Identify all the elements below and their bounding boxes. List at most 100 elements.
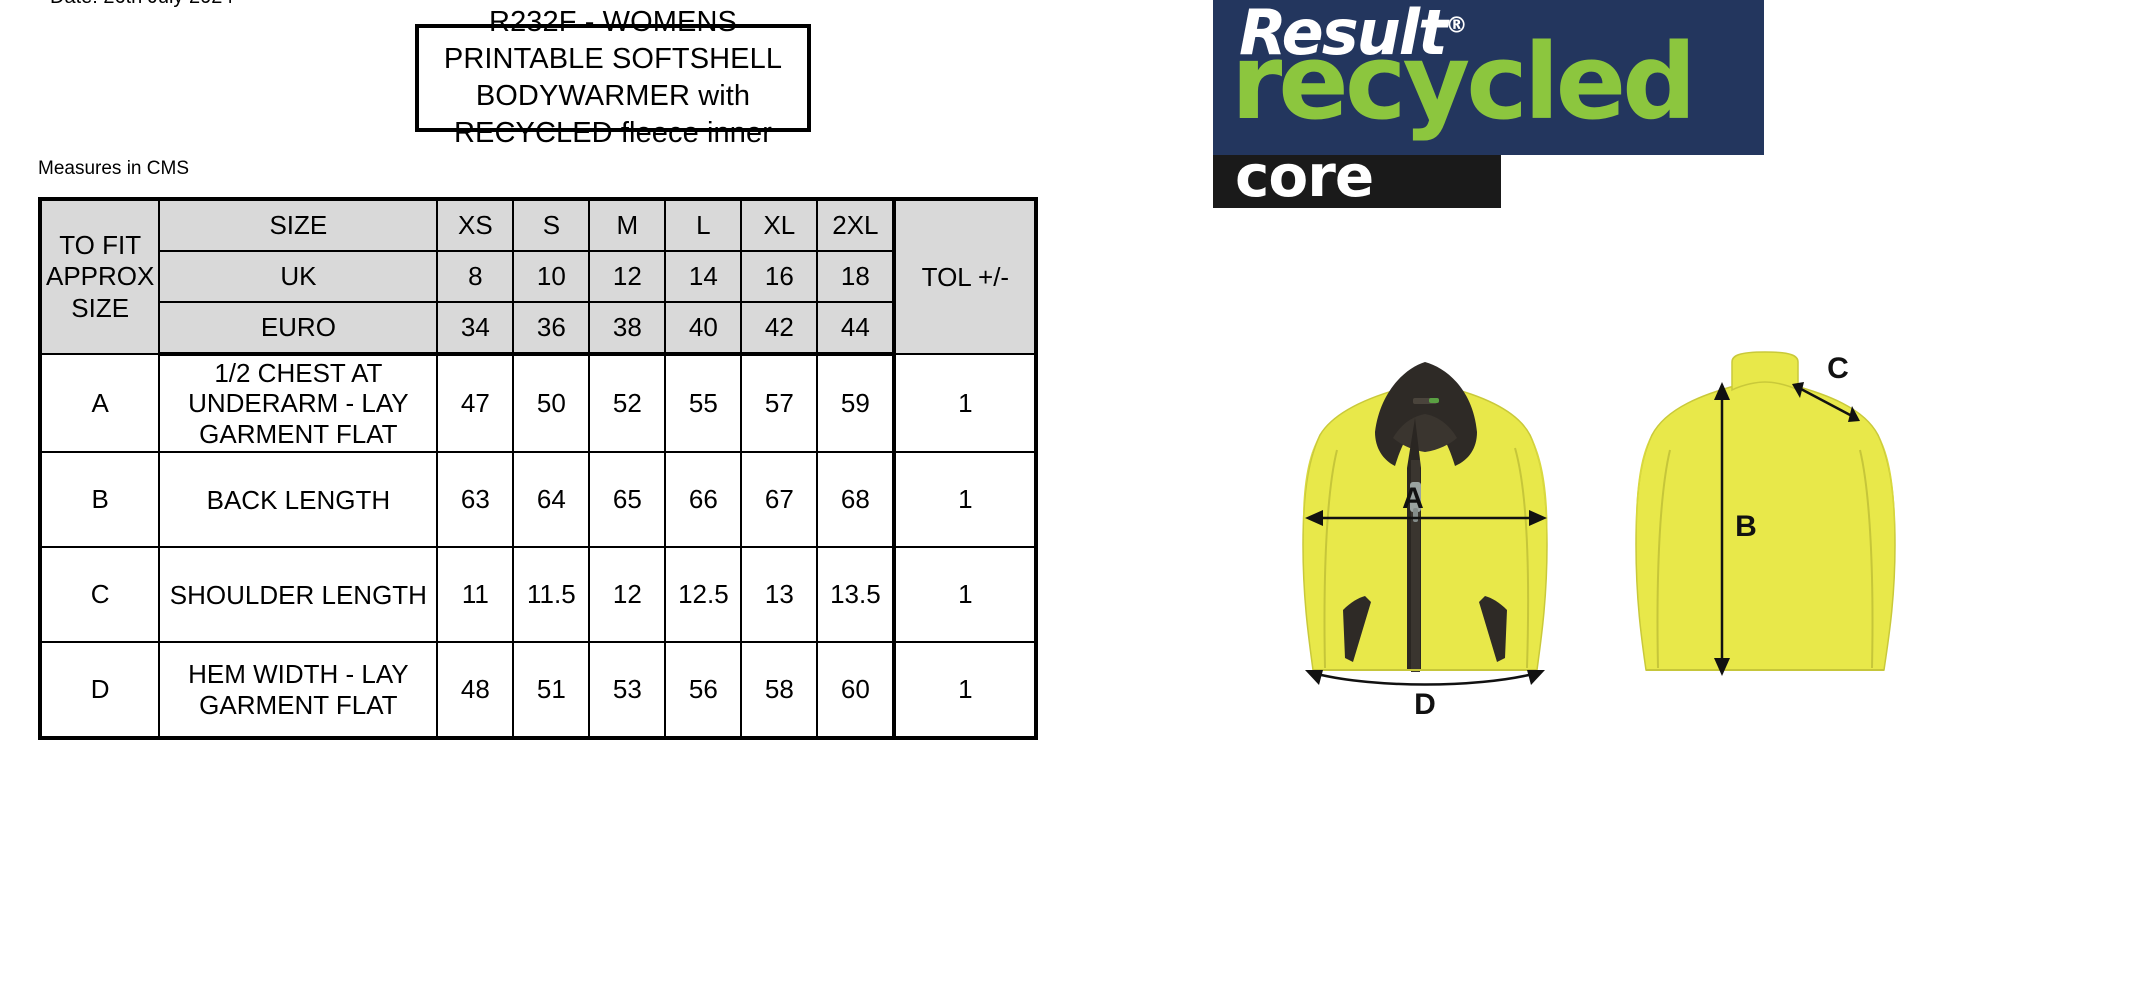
- arrow-head-d-right: [1527, 670, 1545, 685]
- table-header-row-euro: EURO 34 36 38 40 42 44: [40, 301, 1036, 356]
- core-wordmark: core: [1235, 155, 1374, 208]
- front-left-armhole-shade: [1302, 435, 1320, 535]
- table-row: B BACK LENGTH 63 64 65 66 67 68 1: [37, 451, 1039, 549]
- marker-b-label: B: [1735, 510, 1757, 543]
- front-right-pocket: [1479, 596, 1507, 662]
- brand-tab-icon: [1429, 398, 1439, 403]
- table-row: D HEM WIDTH - LAY GARMENT FLAT 48 51 53 …: [37, 641, 1039, 741]
- c-xs: 11: [436, 546, 515, 644]
- c-2xl: 13.5: [816, 546, 896, 644]
- euro-m: 38: [588, 301, 667, 356]
- uk-row-label: UK: [158, 250, 439, 303]
- size-l: L: [664, 197, 743, 252]
- registered-trademark-icon: ®: [1445, 13, 1468, 39]
- row-description-c: SHOULDER LENGTH: [158, 546, 439, 644]
- a-l: 55: [664, 352, 743, 454]
- result-recycled-logo: recycled Result®: [1213, 0, 1764, 155]
- d-l: 56: [664, 641, 743, 741]
- front-view-group: A D: [1302, 362, 1548, 721]
- row-description-d: HEM WIDTH - LAY GARMENT FLAT: [158, 641, 439, 741]
- euro-2xl: 44: [816, 301, 896, 356]
- euro-xs: 34: [436, 301, 515, 356]
- arrow-head-c-right: [1848, 406, 1860, 422]
- to-fit-approx-size-label: TO FIT APPROX SIZE: [37, 197, 161, 355]
- front-left-pocket: [1343, 596, 1371, 662]
- table-header-row-uk: UK 8 10 12 14 16 18: [40, 250, 1036, 303]
- row-code-a: A: [37, 352, 161, 454]
- arrow-head-b-top: [1714, 382, 1730, 400]
- back-left-seam: [1656, 449, 1671, 669]
- uk-2xl: 18: [816, 250, 896, 303]
- recycled-wordmark: recycled: [1231, 21, 1697, 143]
- a-xl: 57: [740, 352, 819, 454]
- b-tol: 1: [892, 451, 1039, 549]
- front-right-armhole-shade: [1530, 435, 1548, 545]
- result-wordmark: Result®: [1239, 2, 1468, 64]
- table-row: A 1/2 CHEST AT UNDERARM - LAY GARMENT FL…: [37, 352, 1039, 454]
- d-tol: 1: [892, 641, 1039, 741]
- front-right-seam: [1514, 447, 1530, 669]
- size-m: M: [588, 197, 667, 252]
- size-chart-table: TO FIT APPROX SIZE SIZE XS S M L XL 2XL …: [37, 197, 1039, 741]
- garment-diagram: A D: [1302, 351, 1896, 721]
- core-logo: core: [1213, 155, 1501, 208]
- a-xs: 47: [436, 352, 515, 454]
- tolerance-header: TOL +/-: [892, 197, 1039, 355]
- euro-s: 36: [512, 301, 591, 356]
- measures-unit-note: Measures in CMS: [38, 158, 189, 179]
- size-xl: XL: [740, 197, 819, 252]
- table-row: C SHOULDER LENGTH 11 11.5 12 12.5 13 13.…: [37, 546, 1039, 644]
- d-m: 53: [588, 641, 667, 741]
- uk-s: 10: [512, 250, 591, 303]
- front-zip-teeth: [1411, 460, 1420, 672]
- b-s: 64: [512, 451, 591, 549]
- page-title: R232F - WOMENS PRINTABLE SOFTSHELL BODYW…: [443, 5, 783, 150]
- uk-m: 12: [588, 250, 667, 303]
- size-2xl: 2XL: [816, 197, 896, 252]
- marker-d-label: D: [1414, 688, 1436, 721]
- b-2xl: 68: [816, 451, 896, 549]
- measurement-arrow-c: [1800, 387, 1853, 418]
- row-description-b: BACK LENGTH: [158, 451, 439, 549]
- marker-a-label: A: [1402, 482, 1424, 515]
- arrow-head-d-left: [1305, 670, 1323, 685]
- b-l: 66: [664, 451, 743, 549]
- c-s: 11.5: [512, 546, 591, 644]
- front-left-seam: [1323, 449, 1338, 669]
- a-m: 52: [588, 352, 667, 454]
- row-description-a: 1/2 CHEST AT UNDERARM - LAY GARMENT FLAT: [158, 352, 439, 454]
- b-xs: 63: [436, 451, 515, 549]
- c-tol: 1: [892, 546, 1039, 644]
- row-code-c: C: [37, 546, 161, 644]
- a-tol: 1: [892, 352, 1039, 454]
- document-date: Date: 26th July 2024: [50, 0, 233, 9]
- euro-l: 40: [664, 301, 743, 356]
- a-s: 50: [512, 352, 591, 454]
- back-view-group: B C: [1635, 351, 1896, 676]
- c-xl: 13: [740, 546, 819, 644]
- c-m: 12: [588, 546, 667, 644]
- arrow-head-a-right: [1529, 510, 1547, 526]
- front-collar-inner: [1393, 414, 1457, 452]
- arrow-head-c-left: [1792, 382, 1804, 398]
- size-row-label: SIZE: [158, 197, 439, 252]
- measurement-arrow-d: [1316, 672, 1534, 686]
- back-right-seam: [1859, 449, 1874, 669]
- size-s: S: [512, 197, 591, 252]
- d-2xl: 60: [816, 641, 896, 741]
- d-xs: 48: [436, 641, 515, 741]
- b-m: 65: [588, 451, 667, 549]
- back-right-armhole-shade: [1878, 435, 1896, 540]
- uk-xl: 16: [740, 250, 819, 303]
- d-s: 51: [512, 641, 591, 741]
- euro-xl: 42: [740, 301, 819, 356]
- result-text: Result: [1239, 0, 1448, 69]
- a-2xl: 59: [816, 352, 896, 454]
- row-code-b: B: [37, 451, 161, 549]
- product-title-box: R232F - WOMENS PRINTABLE SOFTSHELL BODYW…: [415, 6, 811, 149]
- back-left-armhole-shade: [1635, 435, 1652, 540]
- b-xl: 67: [740, 451, 819, 549]
- uk-xs: 8: [436, 250, 515, 303]
- arrow-head-b-bottom: [1714, 658, 1730, 676]
- zip-pull: [1410, 482, 1421, 512]
